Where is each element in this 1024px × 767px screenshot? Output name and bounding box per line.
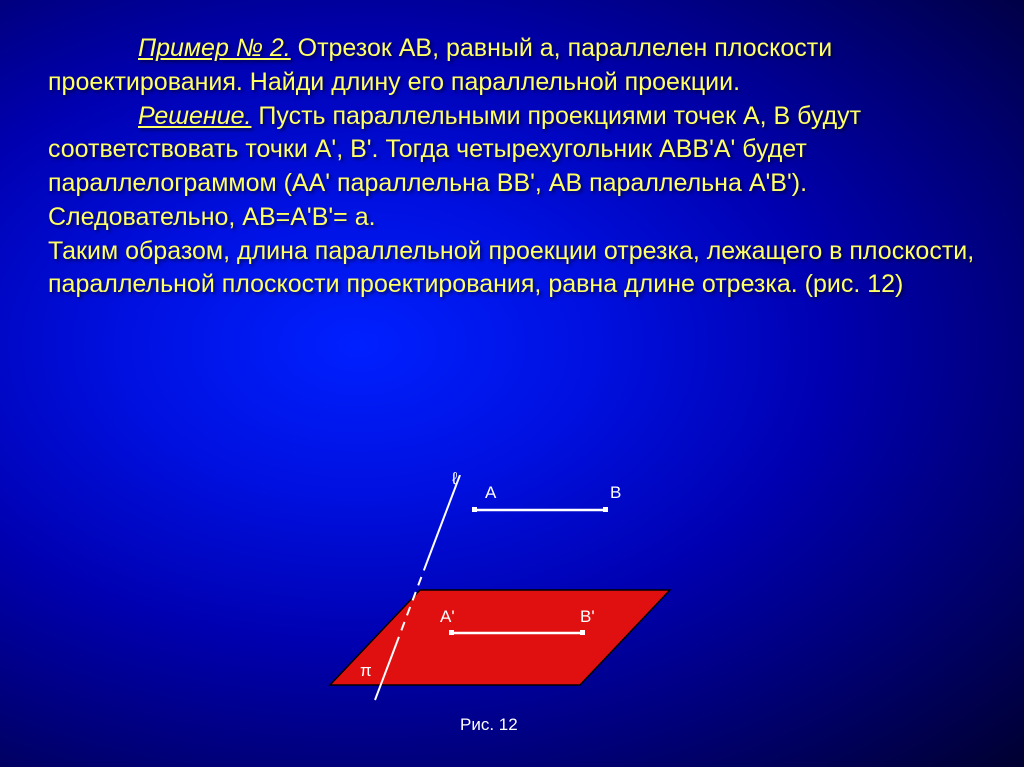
projection-plane [330, 590, 670, 685]
point-b [603, 507, 608, 512]
diagram-svg [300, 475, 720, 735]
point-bp [580, 630, 585, 635]
point-ap [449, 630, 454, 635]
label-pi: π [360, 661, 372, 681]
point-a [472, 507, 477, 512]
label-ell: ℓ [452, 469, 458, 489]
solution-heading: Решение. [138, 102, 251, 130]
label-a: А [485, 483, 496, 503]
example-heading: Пример № 2. [138, 34, 291, 62]
paragraph-conclusion: Таким образом, длина параллельной проекц… [48, 235, 976, 303]
label-b: В [610, 483, 621, 503]
label-ap: А' [440, 607, 455, 627]
paragraph-solution: Решение. Пусть параллельными проекциями … [48, 100, 976, 235]
geometry-diagram: ℓ А В А' В' π Рис. 12 [300, 475, 720, 755]
paragraph-problem: Пример № 2. Отрезок АВ, равный а, паралл… [48, 32, 976, 100]
slide-text: Пример № 2. Отрезок АВ, равный а, паралл… [0, 0, 1024, 302]
label-bp: В' [580, 607, 595, 627]
figure-caption: Рис. 12 [460, 715, 518, 735]
